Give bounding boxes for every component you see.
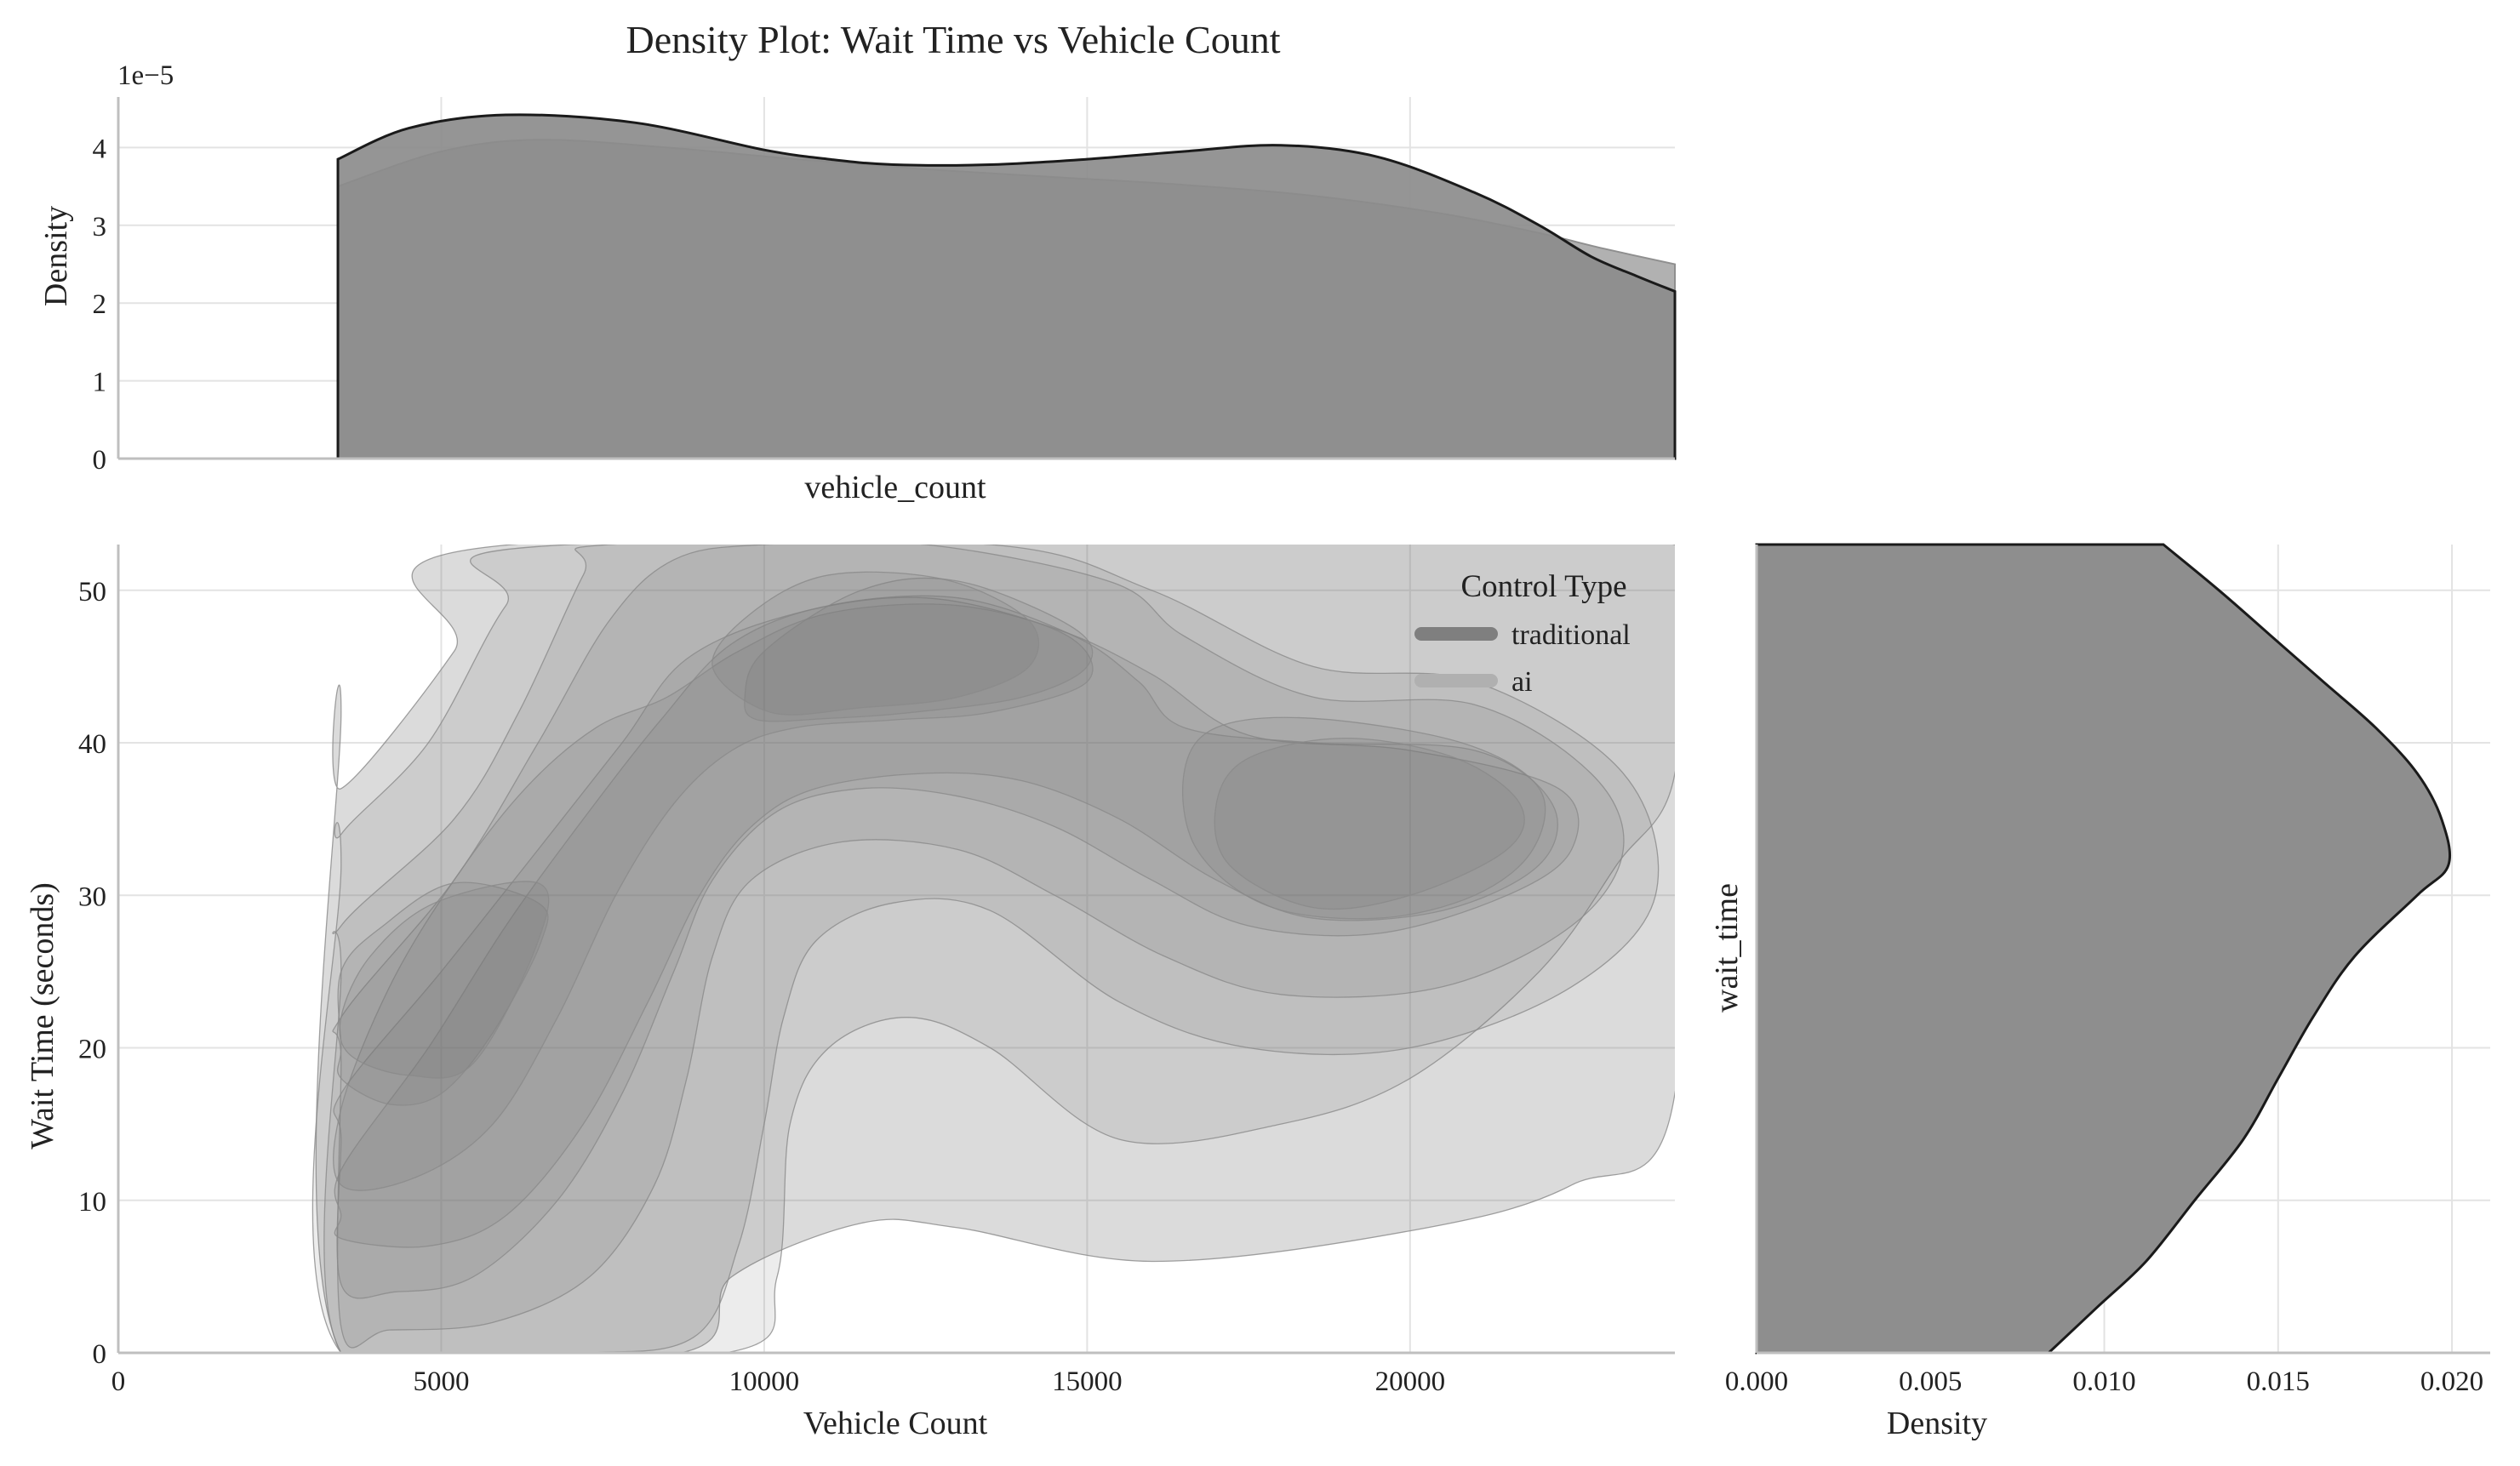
right-marginal-x-tick-label: 0.015 — [2247, 1366, 2310, 1397]
right-marginal-x-tick-label: 0.020 — [2420, 1366, 2483, 1397]
density-contour-level — [311, 545, 1675, 1353]
density-contour-level — [333, 596, 1580, 1299]
top-marginal-y-tick-label: 4 — [93, 134, 107, 164]
joint-y-tick-label: 0 — [93, 1339, 107, 1370]
right-marginal-x-label: Density — [1887, 1406, 1987, 1441]
right-marginal-y-label: wait_time — [1709, 883, 1745, 1013]
legend-label-ai: ai — [1511, 666, 1533, 698]
joint-x-tick-label: 15000 — [1052, 1366, 1123, 1397]
right-marginal-x-ticks: 0.000 0.005 0.010 0.015 0.020 — [1725, 1366, 2483, 1397]
density-contour-level — [334, 595, 1558, 1248]
density-contour-level — [332, 545, 1625, 1349]
joint-y-label: Wait Time (seconds) — [25, 882, 60, 1149]
legend-label-traditional: traditional — [1511, 619, 1631, 651]
density-contour-level — [711, 571, 1040, 716]
joint-x-tick-label: 5000 — [413, 1366, 469, 1397]
joint-y-tick-label: 10 — [78, 1187, 106, 1218]
top-marginal-y-label: Density — [38, 206, 74, 306]
joint-y-tick-label: 40 — [78, 729, 106, 760]
top-marginal-density-fills — [336, 113, 1677, 460]
density-contour-level — [333, 603, 1094, 1191]
top-marginal-y-tick-label: 3 — [93, 212, 107, 242]
density-contour-level — [744, 577, 1094, 722]
right-marginal-x-tick-label: 0.010 — [2072, 1366, 2135, 1397]
joint-x-tick-label: 20000 — [1375, 1366, 1446, 1397]
joint-x-tick-label: 0 — [111, 1366, 126, 1397]
joint-density-contours — [311, 545, 1675, 1353]
joint-y-tick-label: 50 — [78, 577, 106, 608]
density-contour-level — [315, 545, 1675, 1353]
top-marginal-scale-label: 1e−5 — [117, 60, 174, 91]
top-density-traditional — [336, 113, 1677, 460]
right-marginal-x-tick-label: 0.000 — [1725, 1366, 1788, 1397]
top-marginal-y-tick-label: 2 — [93, 289, 107, 320]
density-contour-level — [1214, 737, 1525, 910]
joint-x-tick-label: 10000 — [729, 1366, 800, 1397]
density-contour-level — [336, 881, 549, 1106]
right-marginal-x-tick-label: 0.005 — [1899, 1366, 1962, 1397]
joint-y-tick-label: 30 — [78, 881, 106, 912]
density-contour-level — [339, 881, 550, 1079]
top-marginal-y-tick-label: 1 — [93, 368, 107, 398]
density-contour-level — [1182, 716, 1546, 920]
top-marginal-x-label: vehicle_count — [804, 470, 986, 505]
density-contour-level — [323, 545, 1660, 1353]
legend: Control Type traditional ai — [1414, 569, 1631, 698]
top-marginal-panel: 0 1 2 3 4 1e−5 Density vehicle_count — [38, 60, 1677, 505]
joint-density-panel: 0 5000 10000 15000 20000 0 10 20 30 40 50 Vehicle … — [25, 545, 1675, 1441]
joint-y-tick-label: 20 — [78, 1035, 106, 1065]
legend-title: Control Type — [1460, 569, 1626, 604]
right-density-wait-time — [1755, 543, 2452, 1355]
right-marginal-panel: 0.000 0.005 0.010 0.015 0.020 Density wait_t… — [1709, 543, 2490, 1441]
joint-axis-ticks: 0 5000 10000 15000 20000 0 10 20 30 40 50 — [78, 577, 1445, 1397]
joint-x-label: Vehicle Count — [803, 1406, 988, 1441]
chart-title: Density Plot: Wait Time vs Vehicle Count — [626, 18, 1281, 61]
right-marginal-density-fill — [1755, 543, 2452, 1355]
top-marginal-y-tick-label: 0 — [93, 445, 107, 476]
top-marginal-y-ticks: 0 1 2 3 4 — [93, 134, 107, 476]
